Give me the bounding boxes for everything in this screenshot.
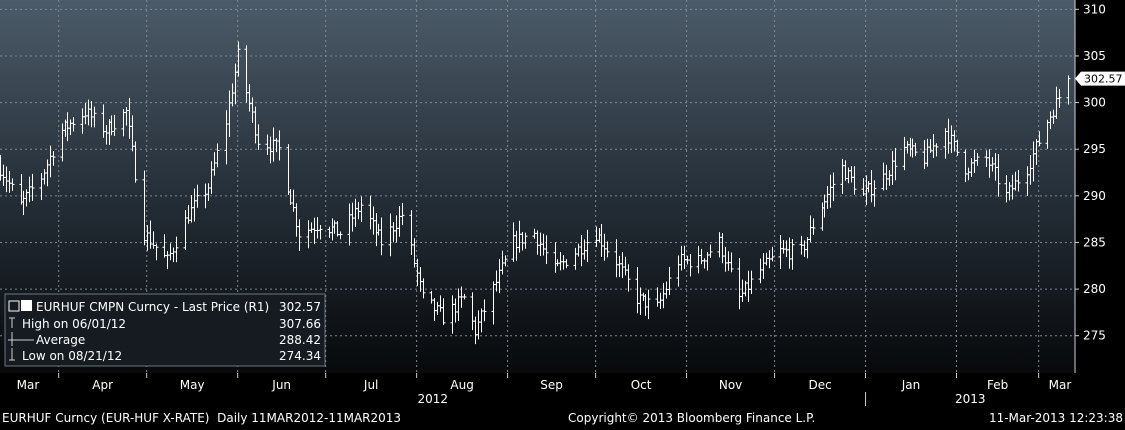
x-month-label: Jun xyxy=(271,378,291,392)
last-price-tag: 302.57 xyxy=(1075,71,1125,86)
y-tick-label: 285 xyxy=(1083,235,1106,249)
legend-average-value: 288.42 xyxy=(279,333,321,347)
last-price-label: 302.57 xyxy=(1084,73,1123,86)
legend-high-label: High on 06/01/12 xyxy=(22,317,126,331)
y-tick-label: 295 xyxy=(1083,142,1106,156)
legend-average-icon xyxy=(8,332,34,346)
x-month-label: Mar xyxy=(1049,378,1072,392)
x-year-label: 2013 xyxy=(955,392,986,406)
y-tick-label: 300 xyxy=(1083,96,1106,110)
x-month-label: Jul xyxy=(363,378,378,392)
x-month-label: Mar xyxy=(17,378,40,392)
legend-high-value: 307.66 xyxy=(279,317,321,331)
x-month-label: Apr xyxy=(92,378,113,392)
legend-series-swatch-inner xyxy=(21,300,32,311)
x-month-label: Aug xyxy=(450,378,473,392)
legend-low-value: 274.34 xyxy=(279,349,321,363)
legend-high-icon xyxy=(9,317,15,328)
footer-left: EURHUF Curncy (EUR-HUF X-RATE) Daily 11M… xyxy=(2,411,401,425)
x-month-label: Oct xyxy=(631,378,652,392)
y-axis: 275 280 285 290 295 300 305 310 xyxy=(1075,2,1106,343)
x-month-label: May xyxy=(180,378,205,392)
x-month-label: Sep xyxy=(540,378,563,392)
x-month-label: Feb xyxy=(987,378,1008,392)
legend-box xyxy=(4,293,326,367)
legend-title: EURHUF CMPN Curncy - Last Price (R1) xyxy=(36,300,269,314)
legend: EURHUF CMPN Curncy - Last Price (R1) 302… xyxy=(4,293,326,367)
footer-right: 11-Mar-2013 12:23:38 xyxy=(989,411,1123,425)
x-month-label: Jan xyxy=(901,378,921,392)
y-tick-label: 310 xyxy=(1083,2,1106,16)
x-month-label: Nov xyxy=(719,378,742,392)
legend-average-label: Average xyxy=(36,333,85,347)
x-year-label: 2012 xyxy=(418,392,449,406)
x-month-label: Dec xyxy=(808,378,831,392)
footer-center: Copyright© 2013 Bloomberg Finance L.P. xyxy=(568,411,815,425)
y-tick-label: 305 xyxy=(1083,49,1106,63)
legend-series-swatch xyxy=(8,300,20,312)
x-axis: Mar Apr May Jun Jul Aug Sep Oct Nov Dec Jan Feb Mar 2… xyxy=(17,373,1072,406)
y-tick-label: 280 xyxy=(1083,282,1106,296)
ohlc-bars xyxy=(0,41,1071,345)
legend-title-value: 302.57 xyxy=(279,300,321,314)
y-tick-label: 290 xyxy=(1083,189,1106,203)
legend-low-icon xyxy=(9,348,15,361)
y-tick-label: 275 xyxy=(1083,329,1106,343)
legend-low-label: Low on 08/21/12 xyxy=(22,349,122,363)
